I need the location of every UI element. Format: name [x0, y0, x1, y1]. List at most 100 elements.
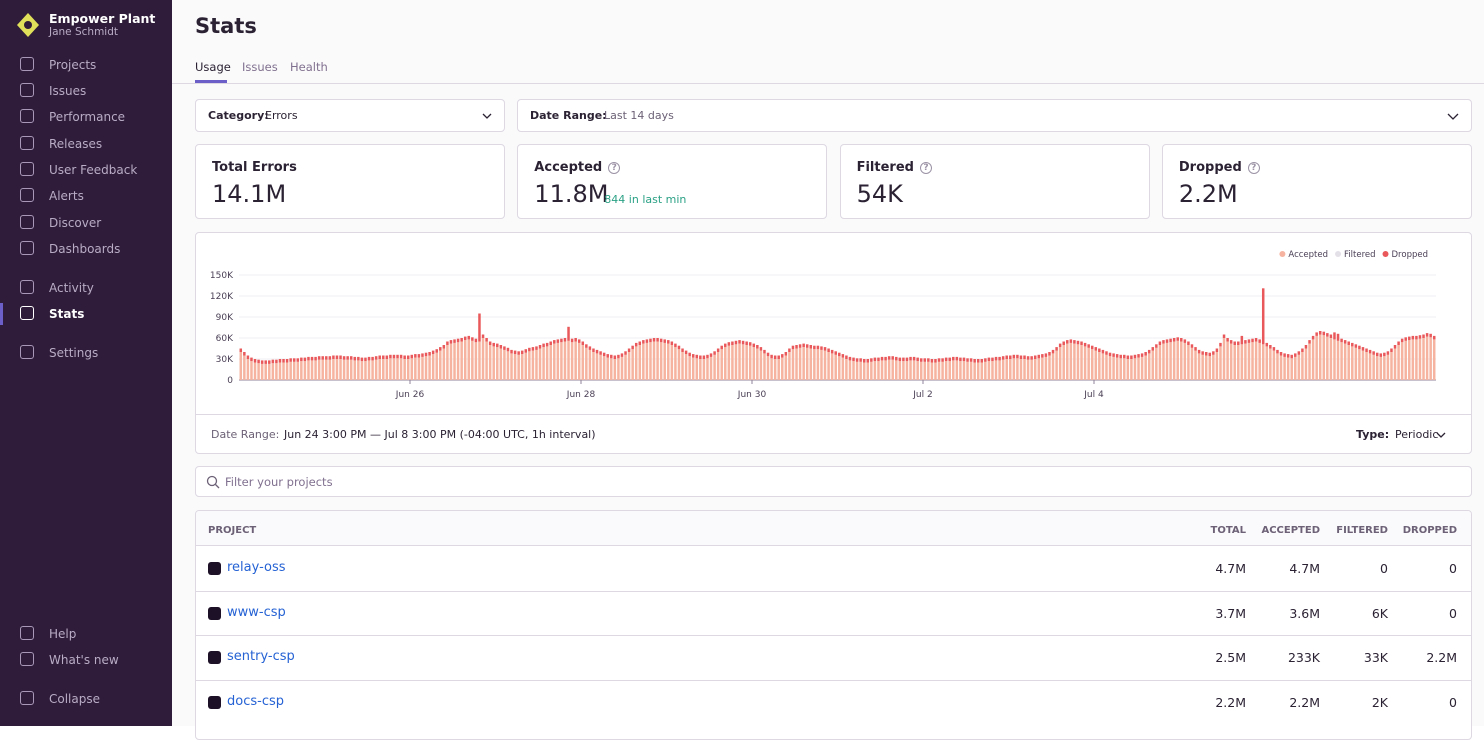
column-header[interactable]: ACCEPTED — [1261, 525, 1320, 536]
project-link[interactable]: docs-csp — [227, 693, 284, 709]
bar — [681, 348, 684, 352]
cell: 0 — [1380, 561, 1388, 576]
nav-icon — [20, 109, 34, 123]
nav-item[interactable]: Issues — [49, 84, 87, 98]
date-select[interactable]: Date Range: Last 14 days — [517, 99, 1472, 132]
nav-item[interactable]: Collapse — [49, 692, 100, 706]
bar — [752, 343, 756, 348]
bar — [667, 343, 670, 380]
bar — [1343, 340, 1347, 344]
bar — [1169, 338, 1172, 343]
bar — [289, 361, 292, 380]
bar — [898, 357, 902, 362]
bar — [866, 362, 870, 380]
bar — [720, 349, 723, 380]
bar — [1165, 342, 1169, 380]
bar — [528, 351, 531, 380]
bar — [1105, 354, 1108, 380]
bar — [542, 347, 545, 380]
main: Stats Usage Issues Health Category: Erro… — [172, 0, 1484, 740]
nav-item[interactable]: Projects — [49, 58, 97, 72]
bar — [399, 358, 403, 380]
bar — [250, 357, 253, 362]
bar — [246, 359, 250, 380]
tab-border — [172, 83, 1484, 84]
bar — [346, 359, 349, 380]
nav-item[interactable]: Discover — [49, 216, 102, 230]
y-tick-label: 60K — [216, 334, 234, 344]
nav-item[interactable]: Releases — [49, 137, 103, 151]
nav-item[interactable]: Stats — [49, 307, 85, 321]
nav-item[interactable]: Help — [49, 627, 77, 641]
column-header[interactable]: DROPPED — [1402, 525, 1457, 536]
search-icon — [206, 475, 220, 489]
bar — [873, 361, 877, 380]
bar — [820, 349, 823, 380]
bar — [1066, 343, 1069, 380]
bar — [1361, 347, 1365, 351]
bar — [1090, 349, 1094, 380]
project-search[interactable]: Filter your projects — [195, 466, 1472, 497]
user-name: Jane Schmidt — [49, 26, 119, 38]
bar — [748, 342, 752, 346]
bar — [260, 360, 264, 364]
bar — [741, 340, 745, 345]
type-value[interactable]: Periodic — [1395, 428, 1439, 441]
column-header[interactable]: TOTAL — [1210, 525, 1246, 536]
bar — [349, 356, 353, 360]
bar — [1386, 351, 1390, 355]
card-label: Total Errors — [212, 160, 297, 175]
nav-item[interactable]: Activity — [49, 281, 94, 295]
bar — [1429, 333, 1432, 338]
project-link[interactable]: sentry-csp — [227, 649, 295, 664]
bar — [652, 338, 656, 342]
bar — [902, 361, 905, 380]
bar — [1386, 354, 1390, 380]
row-divider — [196, 635, 1471, 636]
bar — [524, 352, 528, 380]
bar — [1169, 342, 1172, 380]
bar — [1240, 335, 1244, 345]
bar — [627, 352, 631, 380]
column-header[interactable]: FILTERED — [1336, 525, 1388, 536]
nav-item[interactable]: Alerts — [49, 189, 84, 203]
nav-item[interactable]: User Feedback — [49, 163, 138, 177]
x-tick-label: Jul 4 — [1083, 390, 1104, 400]
bar — [303, 361, 307, 380]
bar — [567, 340, 570, 380]
org-name[interactable]: Empower Plant — [49, 11, 156, 26]
bar — [239, 348, 243, 352]
tab[interactable]: Health — [290, 60, 328, 74]
bar — [1130, 355, 1133, 359]
bar — [1069, 342, 1073, 380]
bar — [613, 359, 617, 380]
bar — [585, 347, 588, 380]
tab-active[interactable]: Usage — [195, 60, 231, 74]
bar — [791, 349, 795, 380]
bar — [1343, 343, 1347, 380]
bar — [1037, 354, 1041, 359]
bar — [866, 359, 870, 363]
help-icon: ? — [919, 162, 932, 174]
category-select[interactable]: Category: Errors — [195, 99, 505, 132]
bar — [745, 345, 748, 380]
nav-icon — [20, 188, 34, 202]
bar — [891, 356, 894, 360]
bar — [431, 354, 435, 380]
bar — [738, 340, 741, 344]
x-tick-label: Jul 2 — [912, 390, 932, 400]
tab[interactable]: Issues — [242, 60, 278, 74]
project-link[interactable]: relay-oss — [227, 560, 286, 575]
bar — [349, 359, 353, 380]
bar — [1383, 356, 1386, 380]
nav-item[interactable]: Settings — [49, 346, 99, 360]
bar — [1133, 358, 1137, 380]
nav-item[interactable]: Dashboards — [49, 242, 121, 256]
project-link[interactable]: www-csp — [227, 604, 286, 620]
nav-item[interactable]: Performance — [49, 110, 126, 124]
nav-item[interactable]: What's new — [49, 653, 119, 667]
bar — [699, 355, 702, 359]
bar — [1204, 355, 1208, 380]
bar — [1080, 341, 1083, 345]
bar — [1318, 334, 1322, 380]
